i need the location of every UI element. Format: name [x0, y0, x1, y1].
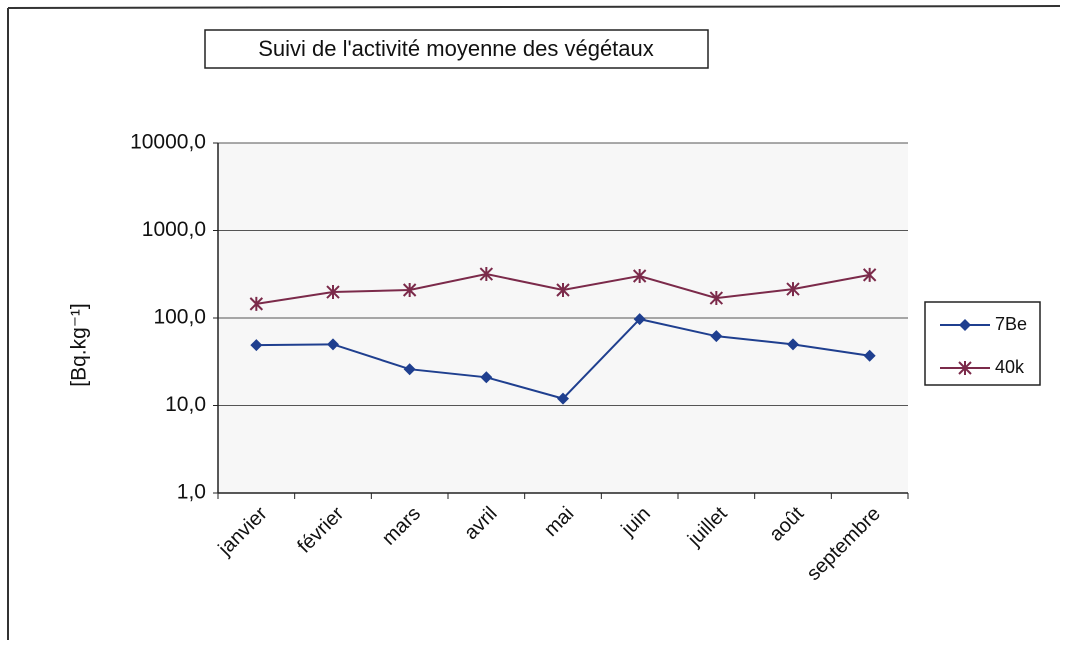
- x-tick-label: mars: [378, 503, 425, 550]
- marker: [709, 291, 724, 306]
- legend-label: 40k: [995, 357, 1025, 377]
- marker: [863, 349, 876, 362]
- marker: [710, 330, 723, 343]
- marker: [480, 371, 493, 384]
- x-tick-label: mai: [540, 503, 578, 541]
- marker: [556, 282, 570, 297]
- x-tick-label: juin: [617, 503, 655, 541]
- frame-top: [7, 5, 1061, 9]
- marker: [787, 338, 799, 351]
- marker: [862, 267, 877, 282]
- marker: [557, 392, 569, 405]
- x-tick-label: septembre: [803, 503, 885, 585]
- x-tick-label: août: [765, 502, 808, 545]
- marker: [327, 338, 339, 351]
- marker: [250, 339, 263, 352]
- y-tick-label: 1000,0: [142, 218, 206, 241]
- y-tick-label: 10000,0: [130, 131, 206, 154]
- marker: [479, 267, 494, 282]
- chart-title: Suivi de l'activité moyenne des végétaux: [258, 36, 654, 61]
- marker: [786, 282, 800, 297]
- legend-marker: [958, 361, 972, 375]
- marker: [403, 363, 416, 376]
- y-tick-label: 1,0: [177, 481, 206, 504]
- marker: [632, 268, 647, 283]
- y-tick-label: 10,0: [165, 393, 206, 416]
- marker: [326, 285, 340, 300]
- legend-marker: [959, 319, 971, 331]
- y-axis-label: [Bq.kg⁻¹]: [68, 303, 91, 386]
- x-tick-label: avril: [460, 503, 501, 544]
- y-tick-label: 100,0: [153, 306, 206, 329]
- legend-box: [924, 301, 1041, 386]
- marker: [249, 296, 264, 311]
- x-tick-label: janvier: [214, 502, 272, 560]
- marker: [402, 282, 417, 297]
- legend-label: 7Be: [995, 314, 1027, 334]
- x-tick-label: juillet: [683, 502, 732, 551]
- marker: [633, 313, 646, 326]
- title-box: [204, 29, 709, 69]
- x-tick-label: février: [293, 502, 348, 557]
